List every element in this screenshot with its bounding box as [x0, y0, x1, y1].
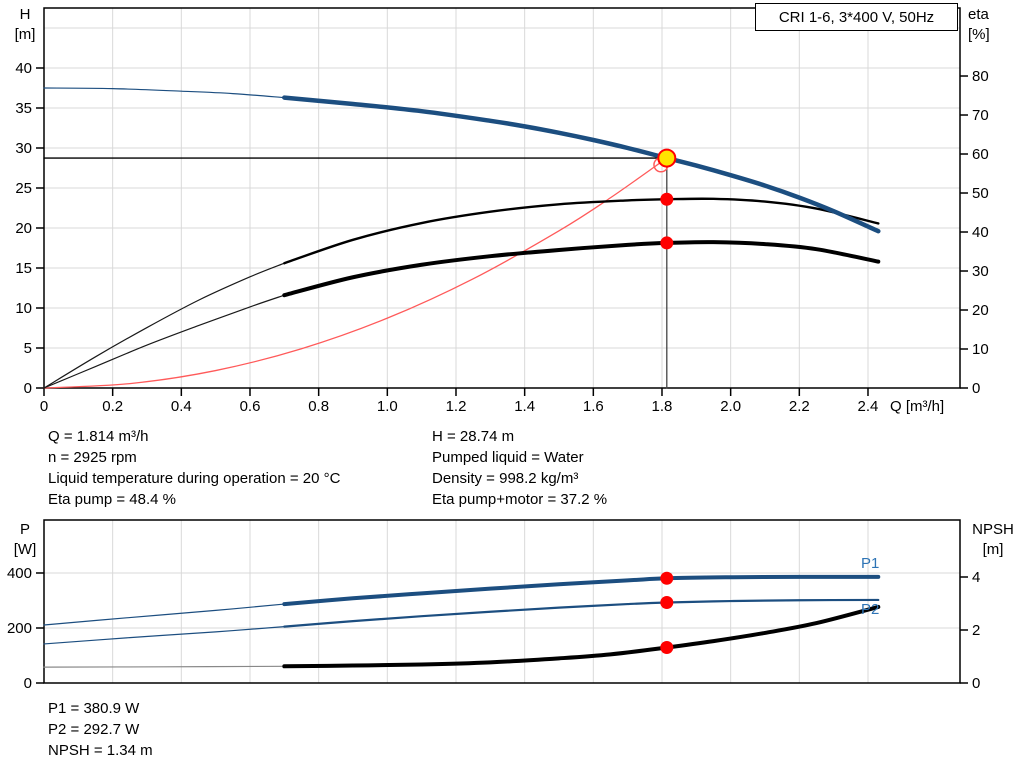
left-tick-label: 35	[15, 100, 32, 117]
h-axis-label: H [m]	[6, 5, 44, 45]
npsh-curve-low	[43, 665, 285, 668]
right-tick-label: 10	[972, 341, 989, 358]
p-axis-label: P [W]	[6, 520, 44, 560]
x-tick-label: 2.2	[789, 398, 810, 415]
right-tick-label: 50	[972, 185, 989, 202]
left-tick-label: 30	[15, 140, 32, 157]
pump-name-box: CRI 1-6, 3*400 V, 50Hz	[755, 3, 958, 31]
right-tick-label: 20	[972, 302, 989, 319]
x-tick-label: 0.4	[171, 398, 192, 415]
x-tick-label: 1.8	[652, 398, 673, 415]
left-tick-label: 10	[15, 300, 32, 317]
info-p2: P2 = 292.7 W	[48, 721, 140, 738]
hq-curve-low	[43, 87, 285, 99]
info-npsh: NPSH = 1.34 m	[48, 742, 153, 759]
x-tick-label: 0.6	[240, 398, 261, 415]
eta-pump-point	[660, 192, 674, 206]
p2-curve-low	[43, 626, 285, 645]
eta-pump-curve-low	[43, 262, 285, 389]
npsh-axis-name: NPSH	[972, 521, 1014, 538]
info-liquid-temp: Liquid temperature during operation = 20…	[48, 470, 341, 487]
right-tick-label: 70	[972, 107, 989, 124]
info-speed: n = 2925 rpm	[48, 449, 137, 466]
x-tick-label: 0.2	[102, 398, 123, 415]
left-tick-label: 25	[15, 180, 32, 197]
power-npsh-chart: 0 200 400 0 2 4	[7, 519, 980, 690]
pump-name: CRI 1-6, 3*400 V, 50Hz	[778, 8, 935, 26]
left-tick-label: 15	[15, 260, 32, 277]
right-tick-label: 0	[972, 380, 980, 397]
right-tick-label: 40	[972, 224, 989, 241]
p1-curve-low	[43, 603, 285, 626]
right-tick-label: 0	[972, 675, 980, 690]
left-tick-label: 5	[24, 340, 32, 357]
x-tick-label: 1.6	[583, 398, 604, 415]
left-tick-label: 0	[24, 675, 32, 690]
x-tick-label: 1.2	[446, 398, 467, 415]
x-axis-unit-label: Q [m³/h]	[890, 398, 944, 415]
eta-axis-label: eta [%]	[968, 5, 1018, 45]
x-tick-label: 2.0	[720, 398, 741, 415]
p-axis-name: P	[19, 521, 30, 538]
hq-eta-chart: 0 5 10 15 20 25 30 35 40 0 10 20 30 40 50 60 70 80 0 0.2 0.4…	[15, 7, 989, 415]
npsh-curve	[282, 604, 881, 669]
h-axis-name: H	[19, 6, 31, 23]
p1-curve	[282, 574, 881, 607]
power-info: P1 = 380.9 W P2 = 292.7 W NPSH = 1.34 m	[48, 698, 153, 761]
left-tick-label: 400	[7, 565, 32, 582]
eta-pump-motor-curve	[282, 240, 881, 298]
npsh-point	[660, 640, 674, 654]
info-eta-pump-motor: Eta pump+motor = 37.2 %	[432, 491, 608, 508]
info-p1: P1 = 380.9 W	[48, 700, 140, 717]
duty-info-right: H = 28.74 m Pumped liquid = Water Densit…	[432, 426, 607, 510]
x-tick-label: 1.4	[514, 398, 535, 415]
duty-info-left: Q = 1.814 m³/h n = 2925 rpm Liquid tempe…	[48, 426, 340, 510]
npsh-axis-unit: [m]	[982, 541, 1004, 558]
info-density: Density = 998.2 kg/m³	[432, 470, 579, 487]
eta-axis-name: eta	[968, 6, 989, 23]
duty-point[interactable]	[657, 148, 677, 168]
system-curve	[43, 157, 668, 389]
h-axis-unit: [m]	[14, 26, 36, 43]
right-tick-label: 30	[972, 263, 989, 280]
x-tick-label: 1.0	[377, 398, 398, 415]
x-tick-label: 0	[40, 398, 48, 415]
left-tick-label: 0	[24, 380, 32, 397]
p2-series-label: P2	[861, 601, 880, 618]
left-tick-label: 200	[7, 620, 32, 637]
p1-series-label: P1	[861, 555, 880, 572]
p2-curve	[283, 598, 880, 628]
info-head: H = 28.74 m	[432, 428, 515, 445]
plot-border	[43, 519, 961, 684]
x-tick-label: 2.4	[858, 398, 879, 415]
hq-curve	[282, 95, 881, 234]
plot-border	[43, 7, 961, 389]
eta-pump-curve	[283, 197, 880, 265]
eta-axis-unit: [%]	[968, 26, 990, 43]
eta-pump-motor-point	[660, 236, 674, 250]
left-tick-label: 40	[15, 60, 32, 77]
left-tick-label: 20	[15, 220, 32, 237]
right-tick-label: 4	[972, 569, 980, 586]
x-tick-label: 0.8	[308, 398, 329, 415]
info-eta-pump: Eta pump = 48.4 %	[48, 491, 176, 508]
p1-point	[660, 571, 674, 585]
npsh-axis-label: NPSH [m]	[963, 520, 1023, 560]
right-tick-label: 2	[972, 622, 980, 639]
right-tick-label: 80	[972, 68, 989, 85]
right-tick-label: 60	[972, 146, 989, 163]
info-pumped-liquid: Pumped liquid = Water	[432, 449, 584, 466]
p2-point	[660, 596, 674, 610]
eta-pump-motor-curve-low	[43, 294, 285, 389]
p-axis-unit: [W]	[13, 541, 37, 558]
info-q: Q = 1.814 m³/h	[48, 428, 149, 445]
